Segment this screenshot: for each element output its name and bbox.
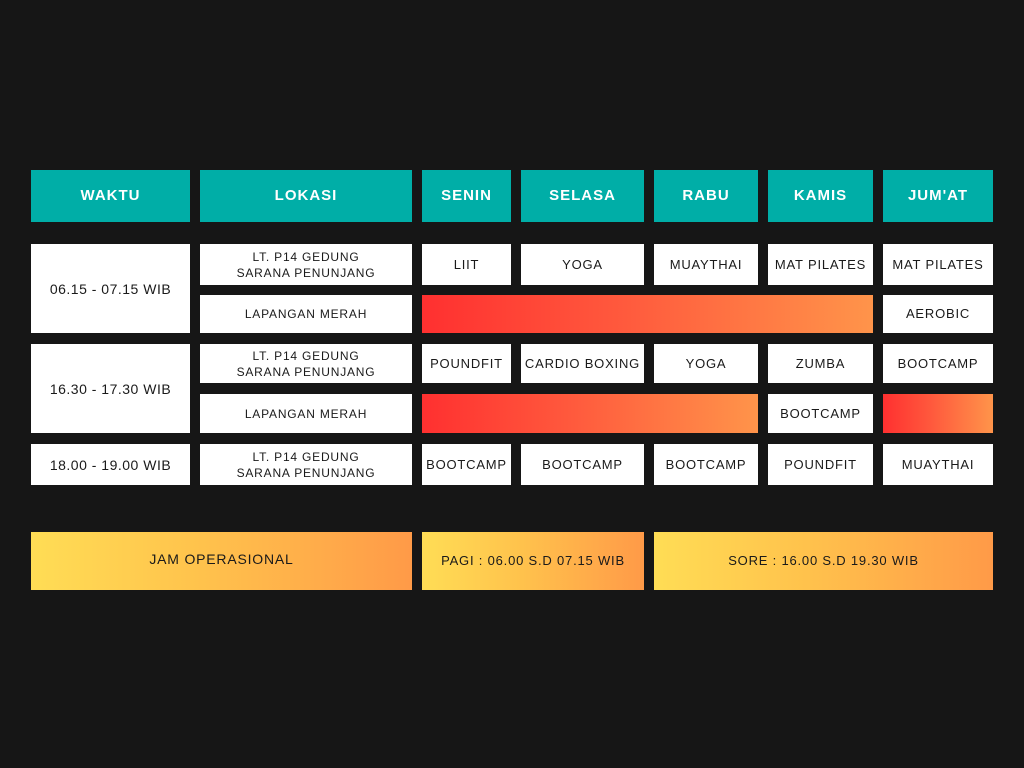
class-cell: MAT PILATES xyxy=(883,244,993,285)
class-cell: YOGA xyxy=(521,244,644,285)
header-waktu: WAKTU xyxy=(31,170,190,222)
class-cell: ZUMBA xyxy=(768,344,873,383)
class-cell: AEROBIC xyxy=(883,295,993,333)
time-morning: 06.15 - 07.15 WIB xyxy=(31,244,190,333)
header-selasa: SELASA xyxy=(521,170,644,222)
header-kamis: KAMIS xyxy=(768,170,873,222)
location-gedung: LT. P14 GEDUNG SARANA PENUNJANG xyxy=(200,444,412,485)
empty-slot-bar xyxy=(422,394,758,433)
class-cell: BOOTCAMP xyxy=(883,344,993,383)
header-jumat: JUM'AT xyxy=(883,170,993,222)
location-lapangan: LAPANGAN MERAH xyxy=(200,394,412,433)
time-evening: 18.00 - 19.00 WIB xyxy=(31,444,190,485)
header-lokasi: LOKASI xyxy=(200,170,412,222)
operational-hours-label: JAM OPERASIONAL xyxy=(31,532,412,590)
class-cell: BOOTCAMP xyxy=(422,444,511,485)
operational-hours-pagi: PAGI : 06.00 S.D 07.15 WIB xyxy=(422,532,644,590)
class-cell: BOOTCAMP xyxy=(521,444,644,485)
location-gedung: LT. P14 GEDUNG SARANA PENUNJANG xyxy=(200,244,412,285)
time-afternoon: 16.30 - 17.30 WIB xyxy=(31,344,190,433)
empty-slot-bar xyxy=(422,295,873,333)
header-rabu: RABU xyxy=(654,170,758,222)
header-senin: SENIN xyxy=(422,170,511,222)
class-cell: MAT PILATES xyxy=(768,244,873,285)
class-cell: YOGA xyxy=(654,344,758,383)
location-lapangan: LAPANGAN MERAH xyxy=(200,295,412,333)
location-gedung: LT. P14 GEDUNG SARANA PENUNJANG xyxy=(200,344,412,383)
class-cell: LIIT xyxy=(422,244,511,285)
class-cell: POUNDFIT xyxy=(768,444,873,485)
class-cell: MUAYTHAI xyxy=(883,444,993,485)
class-cell: MUAYTHAI xyxy=(654,244,758,285)
class-cell: BOOTCAMP xyxy=(768,394,873,433)
operational-hours-sore: SORE : 16.00 S.D 19.30 WIB xyxy=(654,532,993,590)
class-cell: CARDIO BOXING xyxy=(521,344,644,383)
class-cell: BOOTCAMP xyxy=(654,444,758,485)
empty-slot-bar xyxy=(883,394,993,433)
class-cell: POUNDFIT xyxy=(422,344,511,383)
